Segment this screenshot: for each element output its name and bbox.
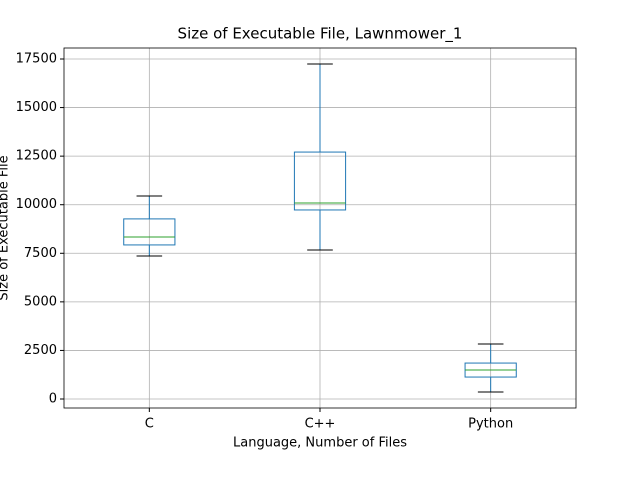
y-tick-label: 2500 xyxy=(24,343,57,358)
box xyxy=(123,218,176,246)
y-tick-label: 10000 xyxy=(16,197,57,212)
box xyxy=(293,151,347,211)
x-axis-label: Language, Number of Files xyxy=(233,436,407,451)
y-axis-label: Size of Executable File xyxy=(0,155,12,300)
y-tick-label: 0 xyxy=(49,392,57,407)
y-tick-label: 15000 xyxy=(16,100,57,115)
x-tick-label: C xyxy=(145,417,154,432)
y-tick-label: 7500 xyxy=(24,246,57,261)
x-tick-label: C++ xyxy=(305,417,336,432)
chart-title: Size of Executable File, Lawnmower_1 xyxy=(178,25,463,44)
y-tick-label: 17500 xyxy=(16,51,57,66)
x-tick-label: Python xyxy=(468,417,513,432)
y-tick-label: 5000 xyxy=(24,294,57,309)
y-tick-label: 12500 xyxy=(16,149,57,164)
plot-frame xyxy=(63,47,577,409)
